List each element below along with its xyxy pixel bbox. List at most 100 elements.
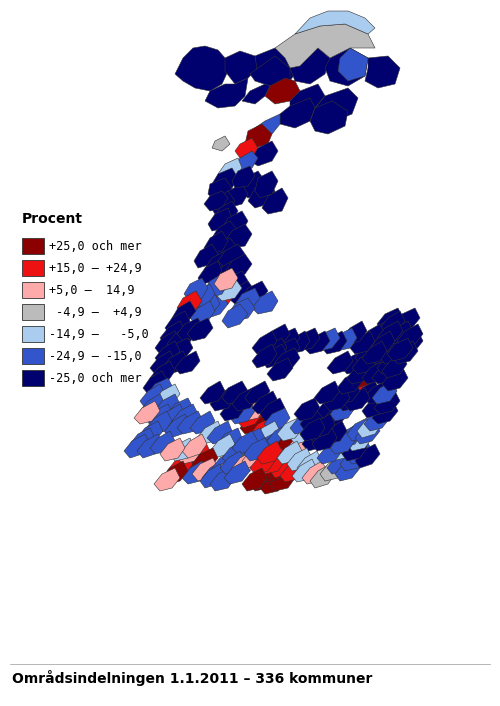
Bar (22, 238, 44, 254)
Polygon shape (380, 341, 405, 364)
Polygon shape (330, 431, 355, 454)
Polygon shape (377, 321, 403, 344)
Polygon shape (337, 371, 363, 394)
Polygon shape (198, 261, 222, 284)
Polygon shape (312, 428, 337, 451)
Polygon shape (134, 401, 160, 424)
Polygon shape (362, 341, 387, 364)
Polygon shape (294, 328, 320, 351)
Polygon shape (212, 168, 238, 191)
Polygon shape (322, 331, 347, 354)
Polygon shape (240, 428, 265, 451)
Polygon shape (240, 434, 265, 458)
Polygon shape (384, 331, 410, 354)
Text: -24,9 – -15,0: -24,9 – -15,0 (49, 349, 142, 362)
Polygon shape (287, 448, 312, 471)
Polygon shape (245, 381, 270, 404)
Polygon shape (374, 391, 400, 414)
Polygon shape (235, 138, 258, 158)
Polygon shape (242, 281, 268, 304)
Polygon shape (382, 368, 408, 391)
Polygon shape (140, 384, 165, 408)
Polygon shape (362, 361, 387, 384)
Polygon shape (218, 158, 242, 181)
Polygon shape (300, 408, 325, 431)
Polygon shape (160, 321, 186, 344)
Polygon shape (310, 101, 348, 134)
Polygon shape (310, 464, 335, 488)
Polygon shape (172, 404, 198, 428)
Polygon shape (377, 308, 403, 331)
Polygon shape (137, 421, 163, 444)
Polygon shape (204, 191, 228, 211)
Polygon shape (140, 394, 165, 418)
Polygon shape (245, 124, 272, 148)
Polygon shape (342, 438, 367, 461)
Polygon shape (314, 381, 340, 404)
Polygon shape (285, 331, 310, 354)
Polygon shape (264, 324, 290, 348)
Polygon shape (210, 388, 235, 411)
Polygon shape (162, 461, 188, 484)
Polygon shape (202, 294, 228, 318)
Polygon shape (155, 331, 180, 354)
Bar (22, 282, 44, 298)
Polygon shape (232, 166, 255, 188)
Polygon shape (322, 404, 348, 428)
Polygon shape (204, 231, 228, 254)
Polygon shape (320, 458, 345, 481)
Polygon shape (360, 324, 385, 348)
Polygon shape (327, 451, 352, 474)
Polygon shape (335, 458, 360, 481)
Text: Områdsindelningen 1.1.2011 – 336 kommuner: Områdsindelningen 1.1.2011 – 336 kommune… (12, 670, 372, 686)
Polygon shape (262, 459, 287, 482)
Polygon shape (242, 444, 267, 468)
Polygon shape (324, 388, 350, 411)
Polygon shape (280, 98, 315, 128)
Polygon shape (330, 398, 355, 421)
Polygon shape (220, 451, 245, 474)
Text: +25,0 och mer: +25,0 och mer (49, 239, 142, 253)
Polygon shape (382, 354, 407, 378)
Polygon shape (147, 378, 173, 401)
Polygon shape (338, 48, 368, 81)
Polygon shape (277, 418, 303, 441)
Polygon shape (364, 381, 390, 404)
Polygon shape (370, 341, 395, 364)
Text: +5,0 –  14,9: +5,0 – 14,9 (49, 284, 134, 297)
Polygon shape (397, 324, 423, 348)
Polygon shape (310, 414, 335, 438)
Polygon shape (197, 421, 222, 444)
Polygon shape (344, 388, 370, 411)
Polygon shape (210, 434, 235, 458)
Polygon shape (292, 459, 317, 482)
Polygon shape (205, 78, 248, 108)
Polygon shape (208, 178, 232, 201)
Polygon shape (377, 331, 403, 354)
Polygon shape (252, 391, 278, 414)
Polygon shape (364, 408, 390, 431)
Polygon shape (252, 344, 277, 368)
Polygon shape (362, 394, 387, 418)
Polygon shape (260, 398, 285, 421)
Polygon shape (262, 344, 287, 368)
Polygon shape (387, 321, 413, 344)
Polygon shape (252, 459, 277, 482)
Polygon shape (154, 468, 180, 491)
Polygon shape (167, 338, 193, 361)
Text: -4,9 –  +4,9: -4,9 – +4,9 (49, 306, 142, 318)
Polygon shape (167, 454, 193, 478)
Polygon shape (242, 468, 267, 491)
Polygon shape (244, 438, 270, 461)
Polygon shape (192, 448, 218, 471)
Polygon shape (264, 408, 290, 431)
Polygon shape (192, 284, 215, 308)
Polygon shape (297, 451, 322, 474)
Polygon shape (332, 328, 357, 351)
Polygon shape (200, 464, 225, 488)
Polygon shape (327, 438, 352, 461)
Polygon shape (352, 351, 378, 374)
Polygon shape (214, 261, 240, 284)
Polygon shape (270, 468, 295, 491)
Polygon shape (394, 308, 420, 331)
